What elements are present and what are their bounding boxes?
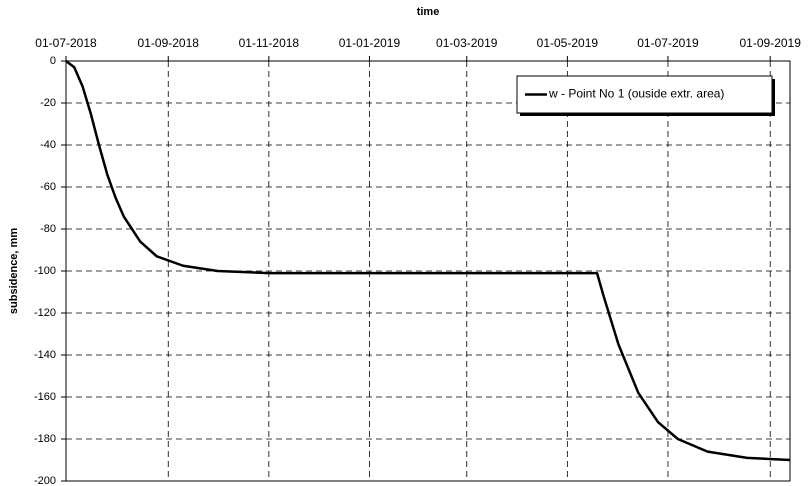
y-tick-label: 0 (50, 55, 56, 67)
y-tick-label: -180 (34, 433, 56, 445)
x-tick-label: 01-07-2018 (35, 36, 97, 50)
plot-border (65, 60, 791, 482)
x-tick-label: 01-01-2019 (339, 36, 401, 50)
x-axis-label: time (417, 6, 440, 18)
x-tick-label: 01-09-2018 (138, 36, 200, 50)
x-tick-label: 01-07-2019 (637, 36, 699, 50)
series-line (65, 60, 791, 462)
y-tick-label: -40 (40, 139, 56, 151)
x-tick-label: 01-05-2019 (537, 36, 599, 50)
x-tick-label: 01-11-2018 (239, 36, 300, 50)
legend-label: w - Point No 1 (ouside extr. area) (548, 87, 724, 101)
legend-box (516, 75, 773, 114)
y-tick-label: -60 (40, 181, 56, 193)
y-tick-label: -80 (40, 223, 56, 235)
y-tick-label: -140 (34, 349, 56, 361)
x-tick-label: 01-03-2019 (436, 36, 498, 50)
y-tick-label: -100 (34, 265, 56, 277)
y-tick-label: -200 (34, 475, 56, 486)
y-tick-label: -20 (40, 97, 56, 109)
y-tick-label: -120 (34, 307, 56, 319)
y-axis-label: subsidence, mm (8, 228, 20, 314)
y-tick-label: -160 (34, 391, 56, 403)
x-tick-label: 01-09-2019 (740, 36, 802, 50)
